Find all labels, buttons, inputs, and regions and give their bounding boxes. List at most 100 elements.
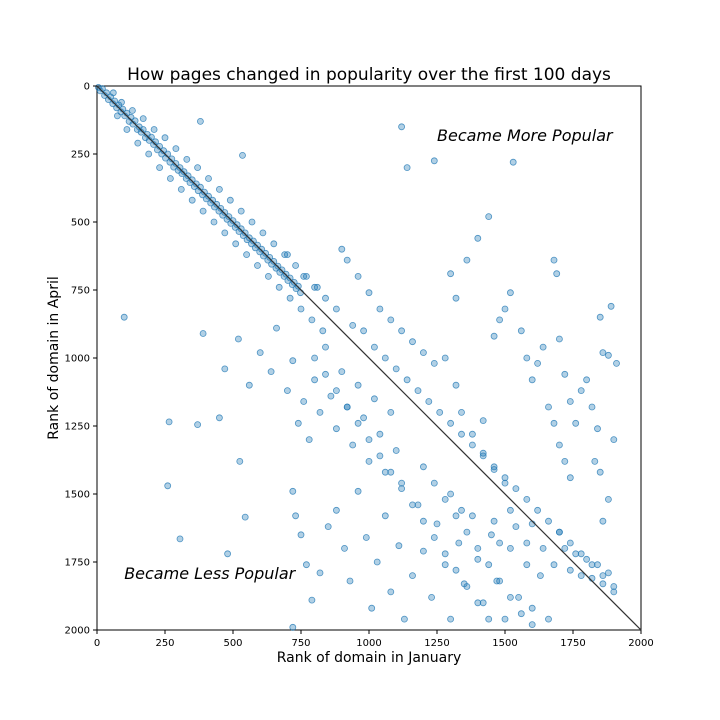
- scatter-point: [610, 583, 618, 590]
- scatter-point: [373, 558, 381, 566]
- scatter-point: [232, 240, 240, 248]
- scatter-point: [297, 531, 305, 539]
- scatter-point: [553, 270, 561, 278]
- scatter-point: [362, 534, 370, 541]
- scatter-point: [409, 501, 416, 509]
- x-tick-label: 1500: [492, 638, 517, 649]
- scatter-point: [395, 542, 403, 550]
- scatter-point: [286, 274, 294, 282]
- scatter-point: [376, 452, 384, 460]
- scatter-point: [506, 289, 514, 297]
- scatter-point: [556, 335, 563, 343]
- scatter-point: [496, 539, 504, 547]
- scatter-point: [360, 327, 368, 335]
- x-tick-label: 1000: [356, 638, 381, 649]
- scatter-point: [225, 213, 233, 221]
- scatter-point: [496, 577, 504, 585]
- scatter-point: [209, 196, 217, 204]
- scatter-point: [447, 270, 455, 278]
- scatter-point: [545, 403, 552, 411]
- scatter-point: [463, 528, 471, 536]
- scatter-point: [322, 343, 329, 351]
- scatter-point: [270, 240, 278, 248]
- scatter-point: [501, 615, 509, 623]
- scatter-point: [458, 408, 465, 416]
- scatter-point: [528, 376, 536, 384]
- scatter-point: [289, 357, 297, 365]
- scatter-point: [354, 381, 362, 389]
- scatter-point: [430, 534, 438, 541]
- scatter-point: [145, 150, 153, 158]
- scatter-point: [264, 272, 272, 280]
- scatter-point: [237, 225, 245, 233]
- scatter-point: [515, 594, 522, 601]
- scatter-point: [599, 517, 607, 525]
- scatter-point: [479, 599, 487, 607]
- scatter-point: [594, 561, 601, 569]
- scatter-point: [545, 615, 552, 623]
- scatter-point: [425, 398, 433, 405]
- scatter-point: [566, 474, 574, 482]
- scatter-point: [447, 490, 455, 498]
- scatter-point: [610, 436, 618, 444]
- scatter-point: [172, 160, 180, 167]
- scatter-point: [332, 305, 340, 313]
- scatter-point: [506, 545, 514, 552]
- scatter-point: [188, 196, 196, 204]
- scatter-point: [114, 112, 121, 120]
- scatter-point: [605, 569, 612, 577]
- scatter-point: [506, 506, 514, 514]
- scatter-point: [599, 349, 607, 357]
- scatter-point: [583, 376, 590, 384]
- scatter-point: [509, 158, 517, 166]
- scatter-point: [387, 408, 395, 416]
- scatter-point: [294, 282, 302, 290]
- scatter-point: [109, 89, 117, 97]
- scatter-point: [556, 528, 563, 536]
- scatter-point: [561, 370, 569, 378]
- scatter-point: [324, 523, 332, 530]
- scatter-point: [409, 338, 416, 346]
- scatter-point: [229, 217, 237, 225]
- scatter-point: [409, 572, 416, 579]
- scatter-point: [381, 354, 389, 362]
- scatter-point: [316, 569, 324, 577]
- scatter-point: [172, 145, 180, 153]
- scatter-point: [221, 365, 229, 373]
- diagonal-line: [96, 85, 642, 631]
- scatter-point: [368, 604, 376, 612]
- scatter-point: [245, 381, 253, 389]
- scatter-point: [266, 253, 274, 261]
- scatter-point: [387, 588, 395, 596]
- scatter-point: [297, 305, 305, 313]
- scatter-point: [387, 468, 395, 476]
- scatter-point: [224, 550, 232, 558]
- y-tick-label: 250: [71, 150, 90, 161]
- scatter-point: [436, 408, 444, 416]
- scatter-point: [387, 316, 395, 324]
- scatter-point: [275, 283, 283, 291]
- scatter-point: [414, 501, 422, 509]
- scatter-point: [139, 115, 147, 122]
- scatter-point: [596, 468, 604, 476]
- scatter-point: [419, 547, 427, 555]
- scatter-point: [403, 376, 411, 384]
- scatter-point: [468, 441, 476, 449]
- annotation-less-popular: Became Less Popular: [124, 564, 296, 583]
- scatter-point: [256, 349, 264, 357]
- scatter-point: [200, 188, 208, 196]
- scatter-point: [605, 351, 612, 359]
- scatter-point: [501, 479, 509, 487]
- y-tick-label: 1750: [65, 558, 90, 569]
- scatter-point: [610, 588, 618, 596]
- scatter-point: [534, 359, 541, 367]
- scatter-point: [300, 272, 308, 280]
- scatter-point: [243, 251, 251, 259]
- scatter-point: [262, 249, 270, 257]
- scatter-point: [354, 272, 362, 280]
- scatter-point: [343, 403, 351, 411]
- scatter-point: [292, 512, 300, 520]
- scatter-point: [308, 596, 316, 604]
- scatter-point: [221, 229, 229, 237]
- scatter-point: [168, 155, 176, 163]
